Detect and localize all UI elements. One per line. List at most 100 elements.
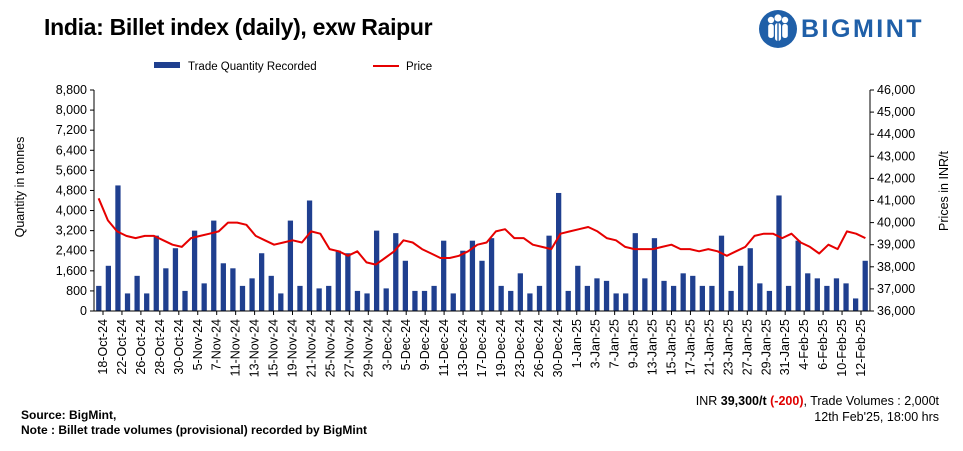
x-tick-label: 3-Dec-24	[380, 319, 394, 370]
x-tick-label: 19-Nov-24	[286, 319, 300, 377]
x-tick-label: 18-Oct-24	[96, 319, 110, 375]
x-tick-label: 5-Nov-24	[191, 319, 205, 370]
quantity-bar	[584, 285, 591, 311]
quantity-bar	[297, 285, 303, 311]
x-tick-label: 9-Jan-25	[627, 319, 641, 368]
quantity-bar	[661, 280, 667, 311]
quantity-bar	[536, 285, 543, 311]
quantity-bar	[527, 293, 533, 311]
quantity-bar	[460, 250, 466, 311]
price-line-layer	[97, 197, 866, 266]
quantity-bars	[96, 185, 868, 311]
y-right-tick-label: 45,000	[877, 105, 915, 119]
y-right-tick-label: 44,000	[877, 127, 915, 141]
quantity-bar	[220, 263, 226, 311]
y-right-tick-label: 41,000	[877, 194, 915, 208]
brand-wordmark: BIGMINT	[801, 15, 925, 43]
quantity-bar	[488, 238, 495, 311]
x-tick-label: 23-Dec-24	[513, 319, 527, 377]
quantity-bar	[776, 195, 782, 311]
quantity-bar	[517, 273, 523, 311]
x-tick-label: 13-Jan-25	[646, 319, 660, 375]
quantity-bar	[211, 220, 217, 311]
y-right-tick-label: 42,000	[877, 171, 915, 185]
x-tick-label: 7-Nov-24	[210, 319, 224, 370]
quantity-bar	[785, 285, 792, 311]
quantity-bar	[239, 285, 246, 311]
quantity-bar	[575, 265, 581, 311]
x-tick-label: 4-Feb-25	[797, 319, 811, 370]
quantity-bar	[393, 233, 399, 311]
quantity-bar	[709, 285, 715, 311]
note-text: Note : Billet trade volumes (provisional…	[21, 423, 368, 437]
quantity-bar	[556, 192, 562, 311]
quantity-bar	[852, 298, 859, 311]
quantity-bar	[144, 293, 150, 311]
quantity-bar	[747, 248, 753, 311]
x-tick-label: 11-Dec-24	[437, 319, 451, 376]
legend-bar-swatch	[154, 62, 180, 68]
x-tick-label: 29-Nov-24	[361, 319, 375, 377]
x-tick-label: 31-Jan-25	[778, 319, 792, 375]
x-tick-label: 19-Dec-24	[494, 319, 508, 377]
quantity-bar	[508, 290, 514, 311]
y-right-tick-label: 38,000	[877, 260, 915, 274]
quantity-bar	[862, 260, 868, 311]
quantity-bar	[670, 285, 677, 311]
brand-logo: BIGMINT	[757, 8, 953, 50]
price-line	[97, 197, 866, 266]
quantity-bar	[642, 278, 648, 311]
quantity-bar	[383, 288, 389, 311]
x-tick-label: 6-Feb-25	[816, 319, 830, 370]
volume-prefix: , T	[803, 394, 818, 408]
y-left-tick-label: 6,400	[56, 143, 87, 157]
quantity-bar	[345, 253, 351, 311]
quantity-bar	[172, 248, 179, 311]
quantity-bar	[479, 260, 485, 311]
quantity-bar	[738, 265, 744, 311]
quantity-bar	[201, 283, 207, 311]
quantity-bar	[651, 238, 658, 311]
y-left-tick-label: 2,400	[56, 244, 87, 258]
x-tick-label: 28-Oct-24	[153, 319, 167, 375]
quantity-bar	[115, 185, 121, 311]
quantity-bar	[546, 235, 552, 311]
y-right-tick-label: 36,000	[877, 304, 915, 318]
quantity-bar	[603, 280, 610, 311]
quantity-bar	[153, 235, 159, 311]
quantity-bar	[469, 240, 476, 311]
quantity-bar	[623, 293, 629, 311]
quantity-bar	[316, 288, 322, 311]
chart-title: India: Billet index (daily), exw Raipur	[44, 14, 433, 40]
x-tick-label: 9-Dec-24	[418, 319, 432, 370]
x-tick-label: 17-Dec-24	[475, 319, 489, 377]
quantity-bar	[306, 200, 313, 311]
y-left-tick-label: 3,200	[56, 224, 87, 238]
quantity-bar	[766, 290, 773, 311]
quantity-bar	[249, 278, 255, 311]
quantity-bar	[441, 240, 447, 311]
x-tick-label: 30-Oct-24	[172, 319, 186, 375]
y-left-tick-label: 5,600	[56, 163, 87, 177]
price-prefix: INR	[695, 394, 721, 408]
x-tick-label: 29-Jan-25	[759, 319, 773, 375]
y-right-tick-label: 40,000	[877, 216, 915, 230]
source-text: Source: BigMint,	[21, 408, 117, 422]
axes: 0 800 1,600 2,400 3,200 4,000 4,800 5,600 6,400 7…	[56, 83, 916, 377]
quantity-bar	[824, 285, 830, 311]
quantity-bar	[191, 230, 198, 311]
y-left-tick-label: 4,000	[56, 204, 87, 218]
quantity-bar	[594, 278, 600, 311]
x-tick-label: 30-Dec-24	[551, 319, 565, 377]
y-left-tick-label: 1,600	[56, 264, 87, 278]
y-right-tick-label: 46,000	[877, 83, 915, 97]
quantity-bar	[412, 290, 418, 311]
x-tick-label: 7-Jan-25	[608, 319, 622, 368]
quantity-bar	[814, 278, 820, 311]
x-tick-label: 12-Feb-25	[854, 319, 868, 377]
timestamp: 12th Feb'25, 18:00 hrs	[814, 410, 939, 424]
quantity-bar	[498, 285, 504, 311]
quantity-bar	[259, 253, 265, 311]
quantity-bar	[613, 293, 619, 311]
